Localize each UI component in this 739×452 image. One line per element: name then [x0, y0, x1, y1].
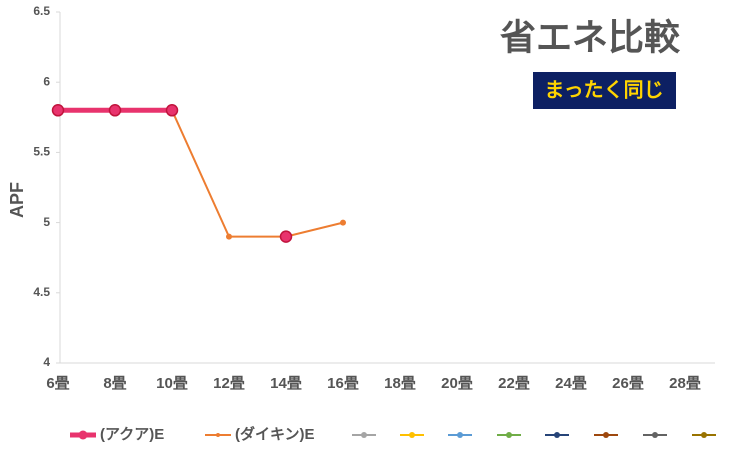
y-tick-label: 5.5: [33, 145, 50, 159]
x-tick-label: 26畳: [612, 375, 644, 392]
series-line: [58, 109, 344, 238]
y-tick-label: 6.5: [33, 4, 50, 18]
y-tick-label: 5: [43, 215, 50, 229]
series-line: [58, 110, 286, 236]
point: [51, 104, 65, 117]
legend-marker: [78, 430, 88, 440]
x-tick-label: 6畳: [46, 375, 69, 392]
badge-box: [533, 72, 676, 109]
x-tick-label: 28畳: [669, 375, 701, 392]
y-tick-label: 6: [43, 74, 50, 88]
x-tick-label: 20畳: [441, 375, 473, 392]
x-tick-label: 24畳: [555, 375, 587, 392]
legend-label: (ダイキン)E: [235, 425, 315, 443]
legend-marker: [216, 433, 220, 437]
x-tick-label: 16畳: [327, 375, 359, 392]
y-tick-label: 4: [43, 355, 50, 369]
chart-title: 省エネ比較: [500, 17, 681, 58]
y-tick-label: 4.5: [33, 285, 50, 299]
point: [165, 104, 179, 117]
badge: まったく同じ: [544, 78, 663, 101]
legend-label: (アクア)E: [100, 426, 164, 443]
x-tick-label: 22畳: [498, 375, 530, 392]
point: [340, 219, 346, 226]
legend-extra: [352, 432, 716, 438]
x-tick-label: 10畳: [156, 375, 188, 392]
point: [279, 230, 293, 243]
point: [108, 104, 122, 117]
x-tick-label: 12畳: [213, 375, 245, 392]
x-tick-label: 14畳: [270, 375, 302, 392]
y-axis-label: APF: [7, 182, 27, 218]
x-tick-label: 18畳: [384, 375, 416, 392]
point: [226, 233, 232, 240]
x-tick-label: 8畳: [103, 375, 126, 392]
